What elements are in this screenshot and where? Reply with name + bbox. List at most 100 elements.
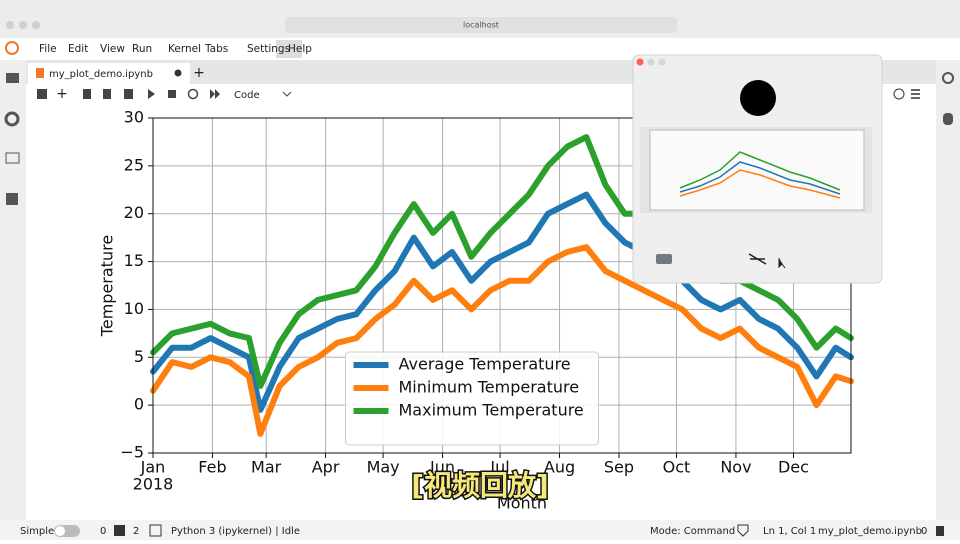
trust-icon [737, 524, 749, 537]
toc-icon[interactable] [5, 152, 20, 164]
left-sidebar [0, 60, 26, 520]
window-button[interactable] [6, 21, 14, 29]
paste-button[interactable] [124, 89, 133, 99]
x-tick-label: Jun [429, 458, 455, 477]
new-tab-button[interactable]: + [193, 65, 205, 81]
x-tick-label: Nov [720, 458, 751, 477]
cursor [778, 258, 786, 269]
menu-icon[interactable] [911, 89, 920, 99]
series-line [150, 191, 854, 413]
kernel-status-text[interactable]: Python 3 (ipykernel) | Idle [171, 526, 300, 537]
notification-count[interactable]: 0 [921, 526, 927, 537]
thumbnail-line [679, 161, 841, 195]
toolbar-icons [37, 88, 220, 100]
files-icon[interactable] [6, 73, 19, 83]
series-line [150, 244, 854, 437]
kernel-icon [149, 524, 162, 537]
x-tick-label: Feb [198, 458, 226, 477]
mode-toggle-label: Simple [20, 526, 54, 537]
menu-item[interactable]: Help [288, 43, 312, 55]
mic-off-icon[interactable] [748, 253, 767, 265]
y-tick-label: 15 [124, 251, 144, 270]
video-subtitle: [视频回放] [411, 469, 549, 502]
window-button[interactable] [32, 21, 40, 29]
address-text: localhost [463, 21, 499, 30]
menu-item[interactable]: View [100, 43, 125, 55]
notebook-tab[interactable] [28, 63, 190, 84]
cut-button[interactable] [83, 89, 91, 99]
thumbnail [649, 129, 865, 211]
save-button[interactable] [37, 89, 47, 99]
restart-button[interactable] [187, 88, 199, 100]
unsaved-dot[interactable] [174, 69, 182, 77]
x-tick-label: Aug [544, 458, 575, 477]
x-tick-label: Dec [778, 458, 809, 477]
right-sidebar [936, 60, 960, 520]
legend-label: Maximum Temperature [399, 401, 584, 420]
minimize-button[interactable] [647, 58, 655, 66]
y-tick-label: −5 [120, 443, 144, 462]
x-tick-label: Jul [489, 458, 509, 477]
toggle-knob [55, 526, 65, 536]
y-tick-label: 30 [124, 108, 144, 127]
settings-icon[interactable] [942, 72, 954, 84]
menu-item[interactable]: Edit [68, 43, 88, 55]
x-tick-label: Oct [663, 458, 691, 477]
cell-type-select[interactable]: Code [234, 90, 260, 101]
notebook-icon [36, 68, 44, 78]
running-icon[interactable] [4, 111, 20, 127]
menu-item[interactable]: Settings [247, 43, 290, 55]
run-button[interactable] [148, 89, 155, 99]
menu-highlight [276, 40, 302, 58]
y-tick-label: 10 [124, 299, 144, 318]
x-tick-label: Sep [604, 458, 634, 477]
stop-button[interactable] [168, 90, 176, 98]
extensions-icon[interactable] [6, 193, 18, 205]
x-year-label: 2018 [133, 475, 174, 494]
legend-label: Average Temperature [399, 355, 571, 374]
jupyter-logo[interactable] [5, 41, 19, 55]
x-tick-label: Apr [312, 458, 340, 477]
thumbnail-line [679, 151, 841, 191]
dropdown-arrow [282, 91, 292, 97]
plot-frame [152, 117, 852, 454]
legend: Average Temperature Minimum Temperature Ma… [345, 351, 599, 446]
file-name: my_plot_demo.ipynb [818, 526, 922, 537]
menu-item[interactable]: Tabs [204, 43, 228, 55]
y-tick-label: 20 [124, 203, 144, 222]
cursor-position[interactable]: Ln 1, Col 1 [763, 526, 816, 537]
close-button[interactable] [636, 58, 644, 66]
screen-icon[interactable] [656, 254, 672, 264]
menu-item[interactable]: File [39, 43, 57, 55]
chart: −5 0 5 10 15 20 25 30 Jan Feb Mar Apr May Jun Jul Aug Se… [98, 108, 854, 513]
kernel-status [893, 88, 905, 100]
camera-dot [740, 80, 776, 116]
y-tick-label: 25 [124, 155, 144, 174]
notebook-mode: Mode: Command [650, 526, 735, 537]
copy-button[interactable] [103, 89, 111, 99]
tab-title: my_plot_demo.ipynb [49, 69, 153, 80]
terminal-count: 0 [100, 526, 106, 537]
y-axis-label: Temperature [98, 235, 117, 337]
y-tick-label: 0 [134, 395, 144, 414]
zoom-button[interactable] [658, 58, 666, 66]
menu-item[interactable]: Run [132, 43, 152, 55]
x-tick-label: Mar [251, 458, 282, 477]
thumbnail-line [679, 169, 841, 199]
x-axis-label: Month [497, 494, 547, 513]
legend-box [345, 351, 599, 446]
x-tick-label: May [367, 458, 400, 477]
debug-icon[interactable] [943, 113, 953, 125]
notification-icon[interactable] [936, 526, 944, 536]
kernel-count: 2 [133, 526, 139, 537]
window-button[interactable] [19, 21, 27, 29]
address-bar[interactable] [285, 17, 677, 33]
legend-label: Minimum Temperature [399, 378, 580, 397]
insert-cell-button[interactable]: + [56, 86, 68, 102]
terminal-icon [114, 525, 125, 536]
run-all-button[interactable] [210, 89, 220, 99]
menu-item[interactable]: Kernel [168, 43, 201, 55]
y-tick-label: 5 [134, 347, 144, 366]
